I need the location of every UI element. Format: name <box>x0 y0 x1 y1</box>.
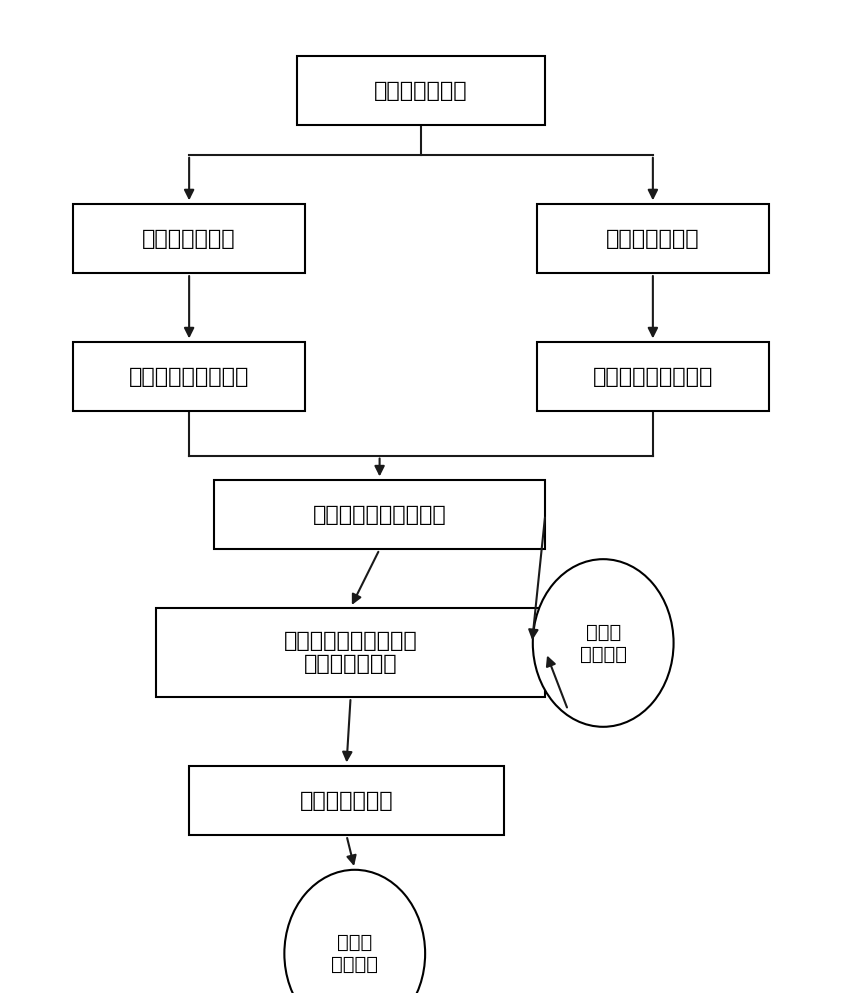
FancyBboxPatch shape <box>73 204 305 273</box>
Text: 求解结构场环境: 求解结构场环境 <box>300 791 393 811</box>
Text: 读入电磁场环境文件及
电磁场耦合载荷: 读入电磁场环境文件及 电磁场耦合载荷 <box>284 631 418 674</box>
Text: 电磁场
分析结果: 电磁场 分析结果 <box>579 622 626 663</box>
Text: 结构场
分析结果: 结构场 分析结果 <box>331 933 378 974</box>
FancyBboxPatch shape <box>156 608 546 697</box>
Text: 保存电磁场环境文件: 保存电磁场环境文件 <box>129 367 249 387</box>
Text: 读入并求解电磁场环境: 读入并求解电磁场环境 <box>312 505 446 525</box>
Circle shape <box>533 559 674 727</box>
Text: 创建变压器模型: 创建变压器模型 <box>374 81 468 101</box>
FancyBboxPatch shape <box>296 56 546 125</box>
Circle shape <box>285 870 425 1000</box>
FancyBboxPatch shape <box>73 342 305 411</box>
Text: 保存结构场环境文件: 保存结构场环境文件 <box>593 367 713 387</box>
FancyBboxPatch shape <box>214 480 546 549</box>
Text: 分配电磁场属性: 分配电磁场属性 <box>142 229 236 249</box>
FancyBboxPatch shape <box>537 204 769 273</box>
FancyBboxPatch shape <box>189 766 504 835</box>
Text: 分配结构场属性: 分配结构场属性 <box>606 229 700 249</box>
FancyBboxPatch shape <box>537 342 769 411</box>
